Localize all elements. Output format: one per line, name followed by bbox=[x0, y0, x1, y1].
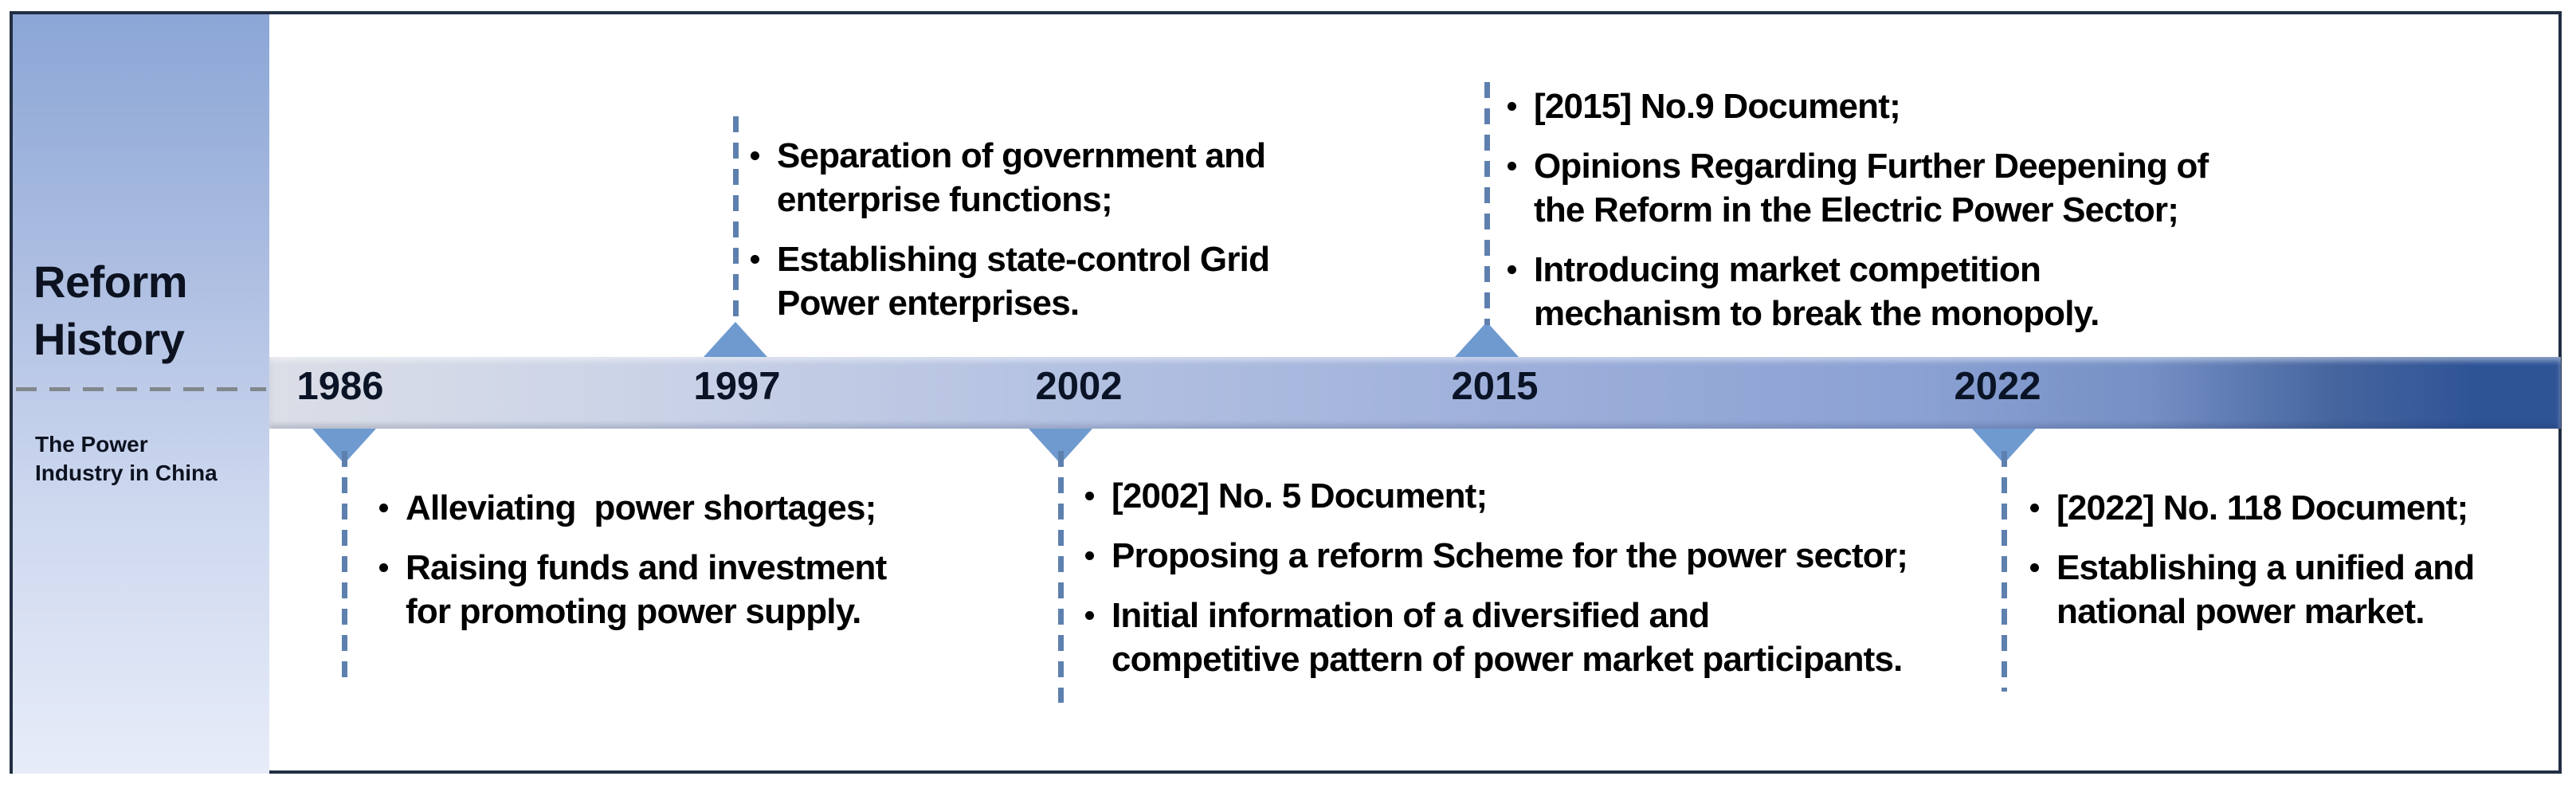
sidebar bbox=[13, 14, 269, 774]
list-item: Establishing state-control Grid Power en… bbox=[751, 237, 1404, 325]
list-item: Alleviating power shortages; bbox=[379, 486, 985, 530]
marker-dashline-1997 bbox=[733, 116, 739, 327]
bullet-dot bbox=[2030, 563, 2039, 572]
list-item: Raising funds and investment for promoti… bbox=[379, 546, 985, 633]
bullet-dot bbox=[2030, 504, 2039, 512]
bullet-dot bbox=[751, 255, 759, 264]
marker-triangle-up-1997 bbox=[704, 322, 767, 357]
bullet-dot bbox=[379, 563, 388, 572]
event-details-1997: Separation of government and enterprise … bbox=[751, 134, 1404, 341]
year-label-1997: 1997 bbox=[693, 365, 781, 408]
bullet-dot bbox=[1508, 102, 1516, 111]
bullet-dot bbox=[379, 504, 388, 512]
bullet-dot bbox=[1508, 265, 1516, 274]
event-details-2002: [2002] No. 5 Document; Proposing a refor… bbox=[1085, 474, 2025, 697]
year-label-2022: 2022 bbox=[1954, 365, 2041, 408]
list-item: Opinions Regarding Further Deepening of … bbox=[1508, 144, 2320, 232]
bullet-text: Establishing a unified and national powe… bbox=[2056, 548, 2475, 631]
list-item: [2015] No.9 Document; bbox=[1508, 84, 2320, 128]
list-item: Proposing a reform Scheme for the power … bbox=[1085, 534, 2025, 578]
bullet-text: Proposing a reform Scheme for the power … bbox=[1112, 536, 1908, 575]
bullet-dot bbox=[1085, 492, 1094, 500]
bullet-dot bbox=[1085, 611, 1094, 620]
event-details-2022: [2022] No. 118 Document; Establishing a … bbox=[2030, 486, 2572, 649]
bullet-text: Alleviating power shortages; bbox=[406, 488, 876, 527]
year-label-1986: 1986 bbox=[296, 365, 384, 408]
bullet-text: Raising funds and investment for promoti… bbox=[406, 548, 887, 631]
marker-dashline-1986 bbox=[342, 451, 347, 684]
bullet-text: Separation of government and enterprise … bbox=[777, 136, 1266, 219]
marker-dashline-2015 bbox=[1484, 82, 1490, 325]
event-details-2015: [2015] No.9 Document; Opinions Regarding… bbox=[1508, 84, 2320, 351]
timeline-bar bbox=[269, 357, 2561, 429]
year-label-2002: 2002 bbox=[1035, 365, 1123, 408]
bullet-text: [2022] No. 118 Document; bbox=[2056, 488, 2468, 527]
bullet-text: [2002] No. 5 Document; bbox=[1112, 476, 1488, 516]
bullet-dot bbox=[751, 151, 759, 160]
list-item: Initial information of a diversified and… bbox=[1085, 594, 2025, 681]
list-item: [2022] No. 118 Document; bbox=[2030, 486, 2572, 530]
bullet-text: Introducing market competition mechanism… bbox=[1534, 250, 2100, 333]
bullet-text: Initial information of a diversified and… bbox=[1112, 596, 1903, 679]
marker-dashline-2002 bbox=[1058, 451, 1064, 703]
year-label-2015: 2015 bbox=[1451, 365, 1539, 408]
page-subtitle: The Power Industry in China bbox=[35, 432, 218, 486]
bullet-text: Establishing state-control Grid Power en… bbox=[777, 240, 1270, 323]
bullet-dot bbox=[1085, 551, 1094, 560]
marker-dashline-2022 bbox=[2002, 451, 2007, 692]
bullet-dot bbox=[1508, 162, 1516, 171]
sidebar-dashed-divider bbox=[16, 387, 266, 391]
bullet-text: [2015] No.9 Document; bbox=[1534, 87, 1901, 126]
event-details-1986: Alleviating power shortages; Raising fun… bbox=[379, 486, 985, 649]
list-item: Establishing a unified and national powe… bbox=[2030, 546, 2572, 633]
list-item: [2002] No. 5 Document; bbox=[1085, 474, 2025, 518]
marker-triangle-up-2015 bbox=[1455, 322, 1519, 357]
page-title: Reform History bbox=[33, 257, 188, 364]
list-item: Introducing market competition mechanism… bbox=[1508, 248, 2320, 335]
bullet-text: Opinions Regarding Further Deepening of … bbox=[1534, 147, 2209, 229]
list-item: Separation of government and enterprise … bbox=[751, 134, 1404, 222]
